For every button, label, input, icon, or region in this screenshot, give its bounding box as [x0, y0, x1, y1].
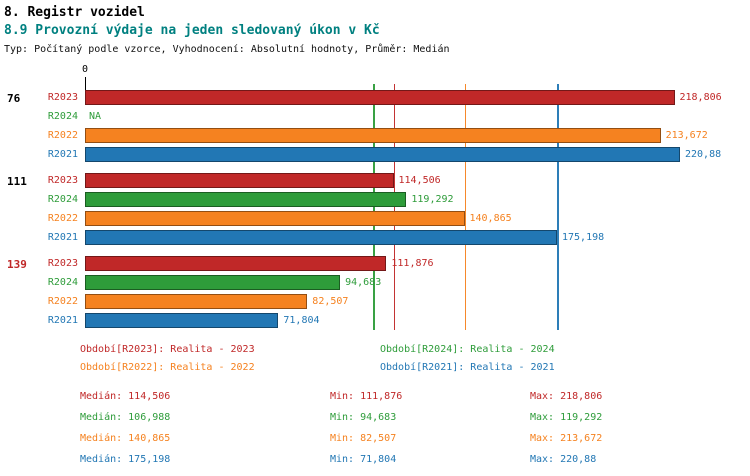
bar-r2024	[85, 192, 407, 207]
bar-row-label: R2024	[47, 194, 78, 205]
bar-row-label: R2024	[47, 111, 78, 122]
bar-r2022	[85, 211, 465, 226]
bar-r2023	[85, 256, 387, 271]
bar-value-label: 175,198	[562, 232, 605, 243]
group-label: 139	[7, 258, 27, 271]
stat-min: Min: 94,683	[330, 412, 397, 423]
stat-max: Max: 119,292	[530, 412, 603, 423]
x-axis-zero-label: 0	[81, 64, 89, 75]
bar-row-label: R2021	[47, 232, 78, 243]
bar-value-label: 119,292	[411, 194, 454, 205]
group-label: 76	[7, 92, 21, 105]
stat-max: Max: 213,672	[530, 433, 603, 444]
legend-item-r2024: Období[R2024]: Realita - 2024	[380, 344, 555, 355]
bar-r2024	[85, 275, 341, 290]
bar-r2022	[85, 128, 661, 143]
bar-r2023	[85, 90, 675, 105]
median-line-r2021	[557, 84, 559, 330]
bar-value-label: 82,507	[312, 296, 349, 307]
legend-item-r2022: Období[R2022]: Realita - 2022	[80, 362, 255, 373]
stat-min: Min: 71,804	[330, 454, 397, 465]
chart-title: 8.9 Provozní výdaje na jeden sledovaný ú…	[4, 23, 380, 38]
chart-meta: Typ: Počítaný podle vzorce, Vyhodnocení:…	[4, 44, 450, 55]
bar-r2021	[85, 313, 279, 328]
x-axis-zero-tick	[85, 77, 86, 93]
median-line-r2023	[393, 84, 395, 330]
bar-value-label: 114,506	[398, 175, 441, 186]
bar-r2023	[85, 173, 394, 188]
bar-r2021	[85, 230, 557, 245]
bar-row-label: R2024	[47, 277, 78, 288]
group-label: 111	[7, 175, 27, 188]
bar-value-label: 71,804	[283, 315, 320, 326]
stat-median: Medián: 114,506	[80, 391, 171, 402]
bar-row-label: R2022	[47, 213, 78, 224]
stat-median: Medián: 175,198	[80, 454, 171, 465]
bar-r2021	[85, 147, 680, 162]
bar-row-label: R2023	[47, 92, 78, 103]
legend-item-r2023: Období[R2023]: Realita - 2023	[80, 344, 255, 355]
bar-row-label: R2022	[47, 296, 78, 307]
median-line-r2024	[373, 84, 375, 330]
bar-value-label: 140,865	[469, 213, 512, 224]
bar-row-label: R2021	[47, 315, 78, 326]
stat-median: Medián: 140,865	[80, 433, 171, 444]
stat-max: Max: 218,806	[530, 391, 603, 402]
bar-value-label: NA	[89, 111, 102, 122]
stat-min: Min: 111,876	[330, 391, 403, 402]
legend-item-r2021: Období[R2021]: Realita - 2021	[380, 362, 555, 373]
stat-min: Min: 82,507	[330, 433, 397, 444]
stat-max: Max: 220,88	[530, 454, 597, 465]
median-line-r2022	[464, 84, 466, 330]
bar-row-label: R2022	[47, 130, 78, 141]
bar-row-label: R2023	[47, 175, 78, 186]
bar-value-label: 111,876	[391, 258, 434, 269]
bar-value-label: 94,683	[345, 277, 382, 288]
bar-value-label: 218,806	[679, 92, 722, 103]
bar-row-label: R2023	[47, 258, 78, 269]
bar-r2022	[85, 294, 308, 309]
bar-row-label: R2021	[47, 149, 78, 160]
stat-median: Medián: 106,988	[80, 412, 171, 423]
bar-value-label: 213,672	[665, 130, 708, 141]
bar-value-label: 220,88	[685, 149, 722, 160]
report-title: 8. Registr vozidel	[4, 5, 145, 20]
